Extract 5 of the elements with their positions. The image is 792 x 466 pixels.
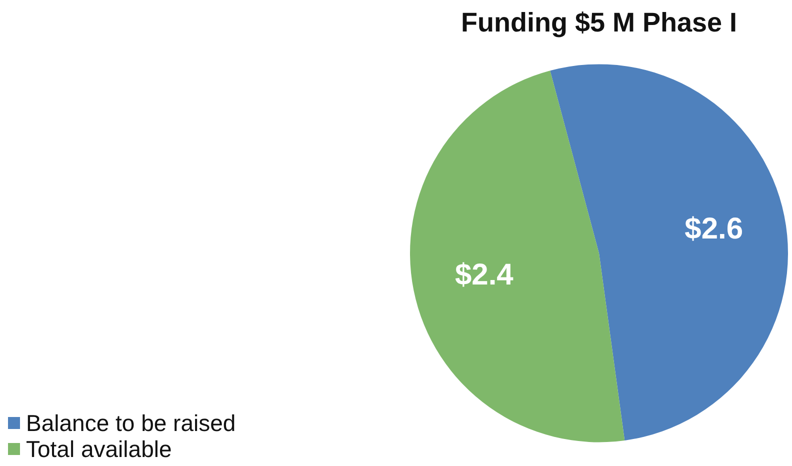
legend-label: Balance to be raised bbox=[26, 410, 236, 436]
legend-label: Total available bbox=[26, 436, 172, 462]
data-label: $2.6 bbox=[684, 212, 744, 246]
data-label: $2.4 bbox=[454, 258, 514, 292]
chart-title: Funding $5 M Phase I bbox=[460, 8, 738, 38]
